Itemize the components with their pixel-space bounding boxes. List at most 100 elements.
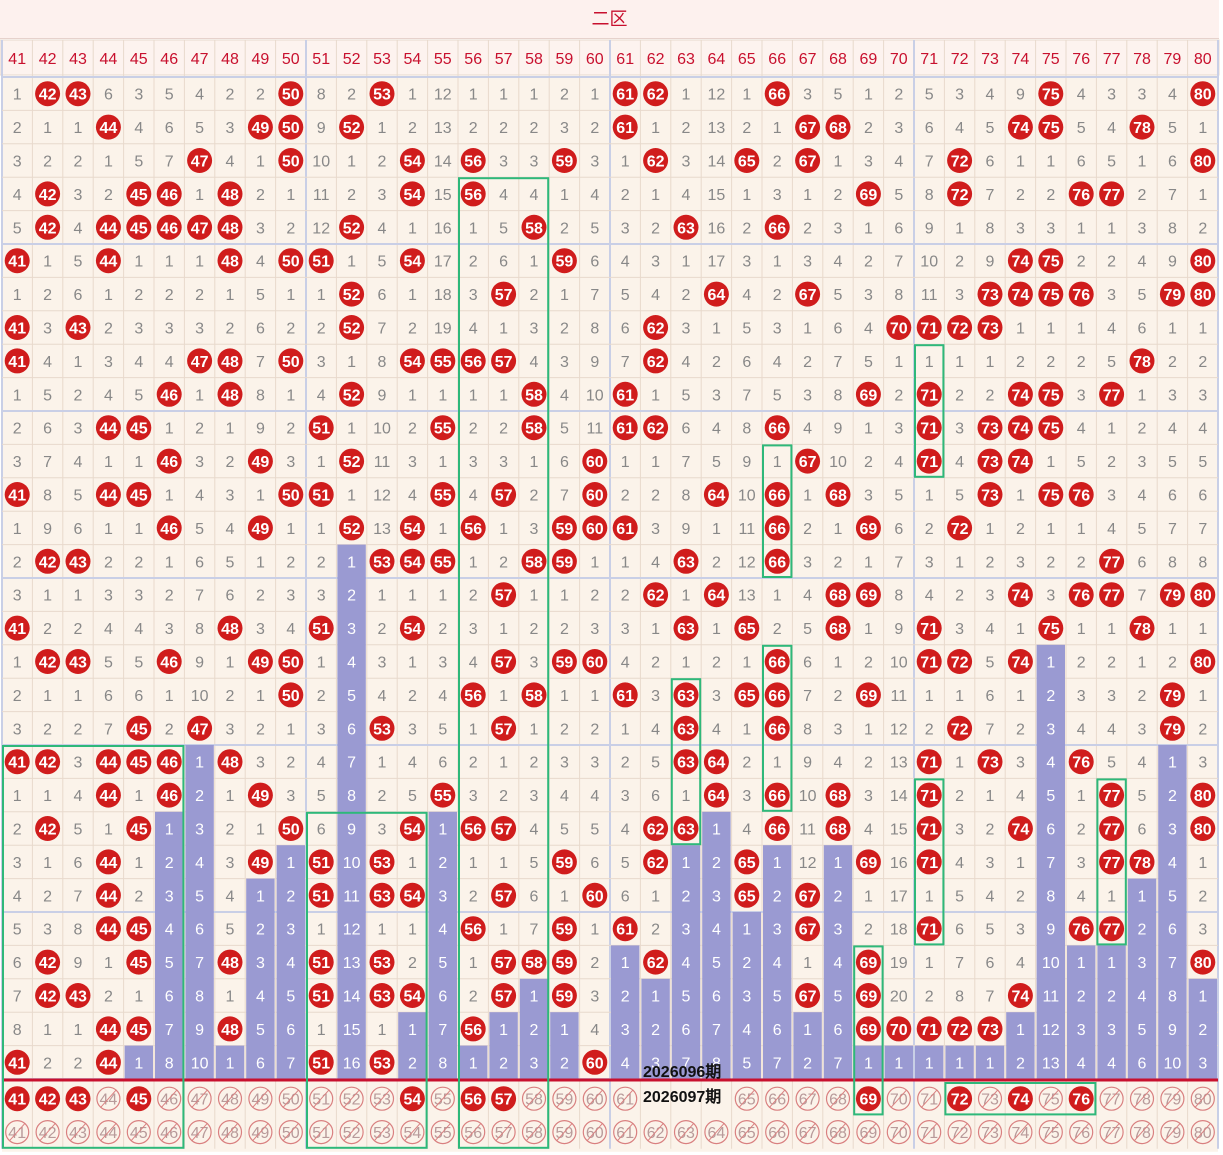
draw-ball-number: 41 [8, 621, 26, 638]
miss-count: 1 [894, 354, 903, 371]
draw-ball [339, 315, 365, 340]
miss-count: 6 [834, 321, 843, 338]
miss-count: 2 [590, 955, 599, 972]
miss-count: 3 [469, 454, 478, 471]
miss-count: 6 [104, 87, 113, 104]
miss-count: 3 [1016, 554, 1025, 571]
draw-ball-number: 77 [1103, 187, 1121, 204]
miss-count: 1 [347, 254, 356, 271]
miss-count: 3 [13, 721, 22, 738]
draw-ball [308, 1049, 334, 1075]
miss-count: 12 [434, 87, 452, 104]
miss-count: 3 [864, 488, 873, 505]
miss-count: 16 [890, 855, 908, 872]
draw-ball-number: 61 [616, 387, 634, 404]
draw-ball [1190, 148, 1216, 173]
miss-count: 8 [925, 187, 934, 204]
prediction-hollow-number: 59 [556, 1092, 574, 1109]
prediction-hollow [1190, 1086, 1215, 1111]
miss-count: 1 [43, 1022, 52, 1039]
highlight-box [1096, 778, 1127, 946]
column-number: 41 [8, 51, 26, 68]
miss-count: 4 [1168, 87, 1177, 104]
draw-ball-number: 53 [373, 721, 391, 738]
miss-count: 11 [374, 454, 391, 471]
miss-count: 4 [1107, 721, 1116, 738]
miss-count: 1 [104, 521, 113, 538]
miss-count: 2 [1077, 254, 1086, 271]
draw-ball-number: 69 [860, 955, 878, 972]
prediction-hollow-number: 73 [981, 1092, 999, 1109]
miss-count: 2 [1198, 721, 1207, 738]
draw-ball [1007, 381, 1033, 407]
prediction-hollow [217, 1119, 243, 1145]
draw-ball-number: 69 [860, 855, 878, 872]
draw-ball [764, 482, 790, 507]
miss-count: 5 [256, 287, 265, 304]
miss-count: 9 [43, 521, 52, 538]
miss-count: 4 [1107, 120, 1116, 137]
miss-bar [611, 945, 640, 1079]
prediction-hollow-number: 46 [160, 1125, 178, 1142]
draw-ball-number: 77 [1103, 822, 1121, 839]
miss-count: 4 [590, 187, 599, 204]
miss-count: 2 [1198, 1022, 1207, 1039]
miss-count: 4 [925, 588, 934, 605]
draw-ball [4, 615, 30, 641]
prediction-hollow-number: 49 [252, 1125, 270, 1142]
miss-count: 5 [226, 922, 235, 939]
draw-ball [551, 248, 577, 274]
draw-ball-number: 53 [373, 554, 391, 571]
miss-count: 2 [165, 287, 174, 304]
prediction-hollow [765, 1086, 790, 1111]
miss-count: 3 [682, 154, 691, 171]
draw-ball-number: 61 [616, 688, 634, 705]
column-number: 42 [39, 51, 57, 68]
draw-ball-number: 54 [404, 621, 422, 638]
miss-count: 2 [74, 1055, 83, 1072]
draw-ball [247, 782, 273, 808]
draw-ball-number: 58 [525, 421, 543, 438]
draw-ball-number: 48 [221, 955, 239, 972]
miss-count: 2 [803, 354, 812, 371]
miss-count: 3 [1198, 1055, 1207, 1072]
draw-ball-number: 56 [464, 521, 482, 538]
draw-ball-number: 72 [951, 154, 969, 171]
miss-count: 4 [43, 354, 52, 371]
prediction-hollow-number: 44 [100, 1125, 118, 1142]
miss-count: 3 [165, 621, 174, 638]
miss-count: 2 [226, 87, 235, 104]
prediction-hollow-number: 47 [191, 1092, 209, 1109]
miss-count: 2 [986, 387, 995, 404]
miss-count: 2 [590, 120, 599, 137]
draw-ball [1159, 715, 1185, 741]
prediction-strike [495, 1122, 512, 1142]
draw-ball [1190, 949, 1216, 975]
miss-count: 1 [621, 721, 630, 738]
prediction-ball [491, 1086, 517, 1112]
prediction-hollow [1099, 1119, 1124, 1145]
draw-ball-number: 77 [1103, 554, 1121, 571]
miss-count: 1 [226, 287, 235, 304]
draw-ball [65, 315, 91, 340]
miss-count: 2 [1168, 655, 1177, 672]
prediction-hollow-number: 61 [616, 1092, 634, 1109]
draw-ball [126, 749, 152, 775]
draw-ball-number: 45 [130, 955, 148, 972]
draw-ball [187, 214, 213, 240]
prediction-ball-number: 42 [39, 1092, 57, 1109]
miss-count: 2 [499, 788, 508, 805]
miss-count: 2 [1077, 989, 1086, 1006]
draw-ball [947, 315, 973, 340]
miss-bar [793, 1012, 822, 1079]
miss-count: 3 [986, 588, 995, 605]
miss-count: 5 [134, 154, 143, 171]
miss-count: 1 [621, 154, 630, 171]
miss-count: 1 [1077, 521, 1086, 538]
prediction-ball [399, 1086, 425, 1112]
prediction-strike [434, 1122, 452, 1142]
miss-count: 2 [1107, 989, 1116, 1006]
miss-count: 4 [742, 287, 751, 304]
miss-count: 1 [378, 1022, 387, 1039]
miss-count: 3 [469, 621, 478, 638]
